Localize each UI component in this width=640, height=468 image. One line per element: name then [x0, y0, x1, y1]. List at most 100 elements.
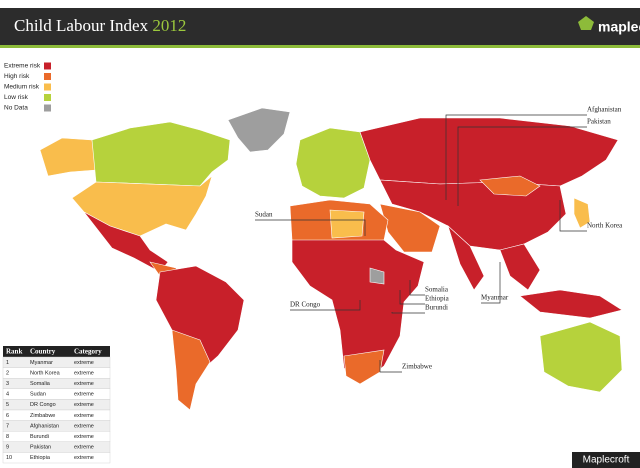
- table-row-bg: [2, 409, 111, 421]
- table-cell: 1: [6, 360, 9, 366]
- table-header: Category: [74, 347, 102, 355]
- southern-cone: [171, 329, 211, 411]
- table-header: Rank: [6, 347, 22, 355]
- table-cell: 10: [6, 455, 12, 461]
- country-label: Ethiopia: [425, 295, 450, 303]
- leader-line: [391, 312, 425, 314]
- table-cell: Burundi: [30, 434, 49, 440]
- leader-line: [559, 200, 587, 232]
- leader-line: [409, 280, 425, 296]
- australia: [539, 321, 623, 393]
- table-cell: Sudan: [30, 392, 46, 398]
- country-label: Zimbabwe: [402, 363, 432, 371]
- leader-line: [445, 114, 587, 200]
- table-cell: Ethiopia: [30, 455, 51, 461]
- table-cell: 2: [6, 370, 9, 376]
- table-header: Country: [30, 347, 56, 355]
- header-bar: [0, 8, 640, 46]
- country-label: Burundi: [425, 304, 448, 312]
- middle-east: [379, 203, 441, 253]
- legend: Extreme risk High risk Medium risk Low risk…: [4, 62, 51, 112]
- rank-table: Rank Country Category 1 Myanmar extreme 2 North…: [2, 346, 111, 464]
- table-cell: extreme: [74, 392, 94, 398]
- table-cell: Somalia: [30, 381, 51, 387]
- mexico: [83, 211, 169, 273]
- leader-line: [255, 219, 366, 236]
- table-row-bg: [2, 431, 111, 443]
- table-cell: Afghanistan: [30, 423, 59, 429]
- legend-label: High risk: [4, 73, 30, 80]
- legend-swatch: [44, 104, 51, 112]
- legend-swatch: [44, 62, 51, 70]
- table-cell: extreme: [74, 402, 94, 408]
- country-label: North Korea: [587, 222, 623, 230]
- country-label: DR Congo: [290, 301, 321, 309]
- legend-swatch: [44, 73, 51, 80]
- header-rule: [0, 45, 640, 48]
- table-cell: Zimbabwe: [30, 413, 55, 419]
- legend-label: Medium risk: [4, 84, 40, 91]
- leader-line: [481, 262, 501, 304]
- credit-box: [572, 452, 640, 468]
- table-cell: extreme: [74, 423, 94, 429]
- leader-line: [379, 360, 402, 373]
- legend-label: No Data: [4, 105, 28, 112]
- europe: [295, 127, 371, 199]
- leader-line: [399, 290, 425, 305]
- indonesia: [519, 289, 623, 319]
- southeast-asia: [499, 243, 541, 291]
- logo-icon: [578, 16, 594, 30]
- leader-line: [290, 300, 361, 311]
- country-labels: Afghanistan Pakistan North Korea Sudan Somal…: [255, 106, 623, 373]
- table-cell: 5: [6, 402, 9, 408]
- greenland: [227, 107, 291, 153]
- table-cell: North Korea: [30, 370, 61, 376]
- table-row-bg: [2, 378, 111, 390]
- table-cell: 9: [6, 445, 9, 451]
- table-row-bg: [2, 356, 111, 368]
- table-cell: Myanmar: [30, 360, 53, 366]
- no-data-africa: [369, 267, 385, 285]
- table-row-bg: [2, 441, 111, 453]
- country-label: Sudan: [255, 211, 273, 219]
- legend-swatch: [44, 94, 51, 101]
- world-map: [39, 107, 623, 411]
- japan: [573, 197, 591, 229]
- table-cell: 8: [6, 434, 9, 440]
- table-cell: 4: [6, 392, 9, 398]
- logo: maplecroft: [578, 16, 640, 35]
- table-cell: extreme: [74, 413, 94, 419]
- table-cell: 3: [6, 381, 9, 387]
- legend-label: Low risk: [4, 94, 29, 101]
- usa: [71, 175, 213, 237]
- table-cell: extreme: [74, 381, 94, 387]
- south-america: [155, 265, 245, 373]
- mongolia: [479, 175, 541, 197]
- table-cell: extreme: [74, 360, 94, 366]
- libya: [329, 209, 365, 239]
- table-cell: Pakistan: [30, 445, 51, 451]
- table-row-bg: [2, 399, 111, 411]
- country-label: Pakistan: [587, 118, 611, 126]
- table-cell: extreme: [74, 445, 94, 451]
- logo-text: maplecroft: [598, 19, 640, 35]
- title: Child Labour Index 2012: [14, 16, 186, 35]
- table-cell: DR Congo: [30, 402, 56, 408]
- table-cell: 6: [6, 413, 9, 419]
- india: [447, 225, 485, 291]
- country-label: Somalia: [425, 286, 449, 294]
- table-row-bg: [2, 452, 111, 464]
- credit: Maplecroft: [583, 455, 630, 466]
- table-cell: extreme: [74, 434, 94, 440]
- leader-line: [457, 126, 587, 206]
- legend-swatch: [44, 83, 51, 91]
- table-cell: extreme: [74, 455, 94, 461]
- legend-label: Extreme risk: [4, 63, 41, 70]
- country-label: Afghanistan: [587, 106, 622, 114]
- table-cell: 7: [6, 423, 9, 429]
- table-cell: extreme: [74, 370, 94, 376]
- country-label: Myanmar: [481, 294, 509, 302]
- table-header-bg: [3, 346, 110, 357]
- central-africa: [291, 239, 425, 385]
